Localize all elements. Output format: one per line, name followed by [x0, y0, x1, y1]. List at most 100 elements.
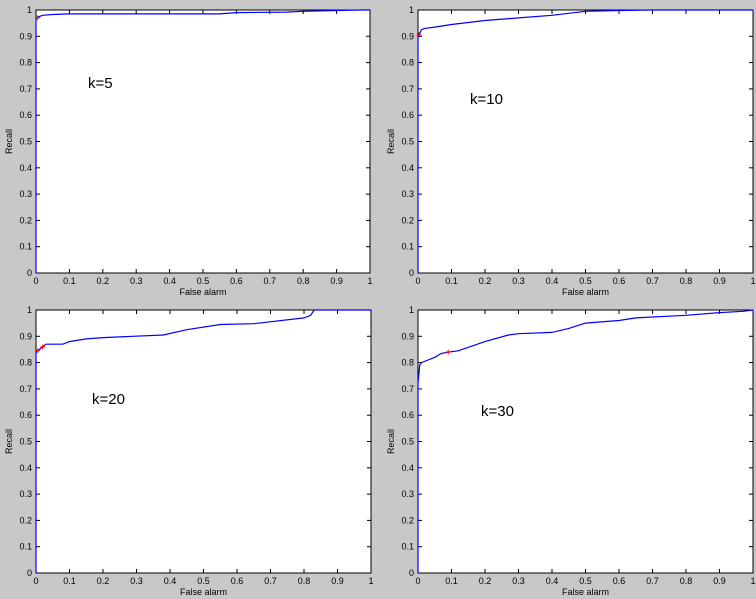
x-tick-label: 0.8 — [680, 576, 693, 586]
x-tick-label: 0.5 — [579, 576, 592, 586]
data-marker — [445, 349, 451, 355]
y-tick-label: 0.1 — [19, 542, 32, 552]
x-tick-label: 0.3 — [512, 276, 525, 286]
x-tick-label: 0.2 — [97, 276, 110, 286]
x-tick-label: 0.1 — [445, 276, 458, 286]
roc-curve-line — [35, 9, 370, 273]
x-tick-label: 0.2 — [479, 276, 492, 286]
x-tick-label: 1 — [367, 276, 372, 286]
x-tick-label: 0.3 — [130, 276, 143, 286]
y-tick-label: 0 — [409, 268, 414, 278]
x-tick-label: 0.1 — [63, 576, 76, 586]
y-tick-label: 0.1 — [401, 542, 414, 552]
y-tick-label: 1 — [409, 305, 414, 315]
y-tick-label: 0.7 — [401, 384, 414, 394]
x-tick-label: 0.7 — [264, 576, 277, 586]
y-tick-label: 0.6 — [401, 410, 414, 420]
x-tick-label: 1 — [368, 576, 373, 586]
chart-panel-1: 0 0.1 0.2 0.3 0.4 0.5 0.6 0.7 0.8 0.9 1 0 0.1 0.2 0.3 0… — [4, 5, 373, 297]
data-marker — [35, 15, 41, 21]
k-value-annotation: k=30 — [481, 403, 514, 420]
y-axis-label: Recall — [386, 129, 396, 154]
y-tick-label: 0.7 — [401, 84, 414, 94]
x-tick-label: 0.9 — [713, 276, 726, 286]
x-tick-label: 0.8 — [298, 576, 311, 586]
x-tick-label: 0.7 — [264, 276, 277, 286]
x-tick-label: 0 — [415, 276, 420, 286]
x-tick-label: 0.5 — [197, 276, 210, 286]
data-marker — [35, 348, 41, 354]
y-tick-label: 0.4 — [19, 463, 32, 473]
x-tick-label: 0.9 — [330, 276, 343, 286]
k-value-annotation: k=20 — [92, 391, 125, 408]
x-tick-label: 0.2 — [479, 576, 492, 586]
y-tick-label: 0.7 — [19, 384, 32, 394]
x-tick-label: 0.3 — [130, 576, 143, 586]
y-tick-label: 0.4 — [401, 163, 414, 173]
y-axis-label: Recall — [4, 129, 14, 154]
y-tick-label: 0.7 — [19, 84, 32, 94]
y-tick-label: 0.1 — [401, 242, 414, 252]
y-tick-label: 0.8 — [401, 358, 414, 368]
x-tick-label: 0.7 — [646, 576, 659, 586]
x-tick-label: 0 — [33, 576, 38, 586]
y-tick-label: 1 — [27, 305, 32, 315]
y-tick-label: 0.6 — [401, 110, 414, 120]
x-tick-label: 0.5 — [579, 276, 592, 286]
x-tick-label: 0 — [415, 576, 420, 586]
y-tick-label: 0.2 — [19, 215, 32, 225]
x-tick-label: 0.6 — [230, 276, 243, 286]
y-tick-label: 0.9 — [401, 331, 414, 341]
roc-curve-line — [417, 309, 754, 573]
y-tick-label: 0.9 — [19, 31, 32, 41]
roc-curve-line — [417, 9, 753, 273]
roc-curve-line — [35, 309, 371, 573]
x-tick-label: 0.4 — [164, 576, 177, 586]
y-tick-label: 0.8 — [19, 58, 32, 68]
x-tick-label: 1 — [750, 576, 755, 586]
y-axis-label: Recall — [4, 429, 14, 454]
x-tick-label: 0.4 — [546, 576, 559, 586]
x-tick-label: 0.8 — [680, 276, 693, 286]
x-tick-label: 0.6 — [613, 276, 626, 286]
chart-panel-4: 0 0.1 0.2 0.3 0.4 0.5 0.6 0.7 0.8 0.9 1 0 0.1 0.2 0.3 0… — [386, 305, 756, 597]
y-tick-label: 0.6 — [19, 110, 32, 120]
x-tick-label: 0.1 — [445, 576, 458, 586]
y-tick-label: 1 — [409, 5, 414, 15]
plot-area — [417, 9, 754, 274]
y-tick-label: 0.8 — [19, 358, 32, 368]
y-tick-label: 0.3 — [19, 489, 32, 499]
chart-panel-3: 0 0.1 0.2 0.3 0.4 0.5 0.6 0.7 0.8 0.9 1 0 0.1 0.2 0.3 0… — [4, 305, 374, 597]
x-tick-label: 0.7 — [646, 276, 659, 286]
y-tick-label: 0.3 — [401, 489, 414, 499]
data-marker — [40, 344, 46, 350]
x-tick-label: 0.2 — [97, 576, 110, 586]
y-axis-label: Recall — [386, 429, 396, 454]
y-tick-label: 0.4 — [401, 463, 414, 473]
x-tick-label: 0 — [33, 276, 38, 286]
x-tick-label: 0.4 — [546, 276, 559, 286]
y-tick-label: 0.6 — [19, 410, 32, 420]
x-tick-label: 0.5 — [197, 576, 210, 586]
x-tick-label: 0.6 — [613, 576, 626, 586]
y-tick-label: 0.5 — [19, 437, 32, 447]
y-tick-label: 0.5 — [19, 137, 32, 147]
x-tick-label: 0.6 — [231, 576, 244, 586]
x-axis-label: False alarm — [179, 287, 226, 297]
plot-area — [417, 309, 754, 574]
plot-area — [35, 9, 371, 274]
y-tick-label: 0.8 — [401, 58, 414, 68]
k-value-annotation: k=10 — [470, 91, 503, 108]
x-tick-label: 0.9 — [713, 576, 726, 586]
x-tick-label: 0.9 — [331, 576, 344, 586]
y-tick-label: 0.5 — [401, 137, 414, 147]
y-tick-label: 0 — [27, 268, 32, 278]
chart-panel-2: 0 0.1 0.2 0.3 0.4 0.5 0.6 0.7 0.8 0.9 1 0 0.1 0.2 0.3 0… — [386, 5, 756, 297]
x-tick-label: 0.1 — [63, 276, 76, 286]
x-tick-label: 0.4 — [163, 276, 176, 286]
x-axis-label: False alarm — [180, 587, 227, 597]
y-tick-label: 0.2 — [401, 515, 414, 525]
y-tick-label: 0.9 — [401, 31, 414, 41]
x-tick-label: 0.8 — [297, 276, 310, 286]
